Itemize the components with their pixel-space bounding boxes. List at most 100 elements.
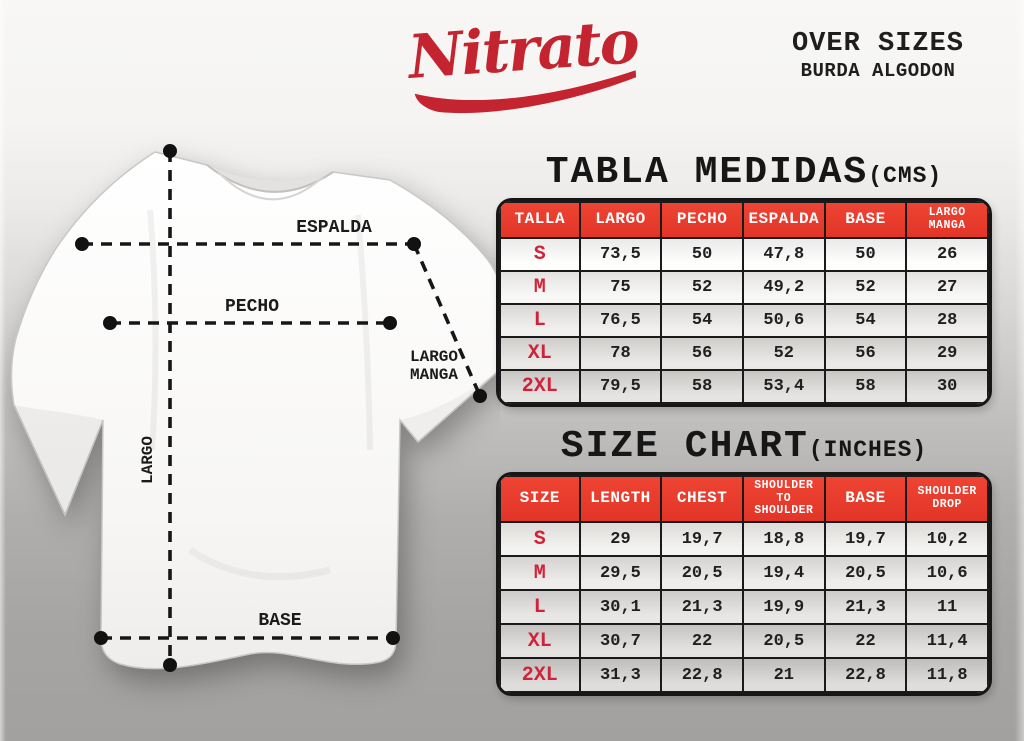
value-cell: 20,5 — [823, 555, 908, 591]
size-cell: L — [499, 303, 581, 338]
tabla-medidas-frame: TALLA LARGO PECHO ESPALDA BASE LARGO MANGA S 73… — [496, 198, 992, 407]
table-row: 2XL 31,3 22,8 21 22,8 11,8 — [499, 657, 989, 693]
value-cell: 21,3 — [660, 589, 744, 625]
size-cell: M — [499, 555, 581, 591]
value-cell: 50 — [660, 237, 744, 272]
largo-manga-label-line2: MANGA — [410, 366, 458, 384]
value-cell: 19,7 — [823, 521, 908, 557]
value-cell: 79,5 — [578, 369, 663, 404]
value-cell: 19,9 — [741, 589, 826, 625]
size-cell: S — [499, 237, 581, 272]
value-cell: 22,8 — [660, 657, 744, 693]
value-cell: 19,7 — [660, 521, 744, 557]
size-cell: XL — [499, 623, 581, 659]
header-row: TALLA LARGO PECHO ESPALDA BASE LARGO MANGA — [499, 201, 989, 239]
tshirt-shape — [10, 151, 500, 670]
value-cell: 56 — [660, 336, 744, 371]
tabla-medidas-unit: (CMS) — [868, 163, 943, 189]
largo-manga-label-line1: LARGO — [410, 348, 458, 366]
value-cell: 20,5 — [741, 623, 826, 659]
column-header: TALLA — [499, 201, 581, 239]
value-cell: 22 — [660, 623, 744, 659]
column-header: SHOULDER DROP — [905, 475, 989, 523]
value-cell: 73,5 — [578, 237, 663, 272]
tabla-medidas-table: TALLA LARGO PECHO ESPALDA BASE LARGO MANGA S 73… — [499, 201, 989, 404]
column-header: ESPALDA — [741, 201, 826, 239]
value-cell: 54 — [823, 303, 908, 338]
table-row: L 76,5 54 50,6 54 28 — [499, 303, 989, 338]
size-chart-table: SIZE LENGTH CHEST SHOULDER TO SHOULDER BASE S… — [499, 475, 989, 693]
measurement-lines — [82, 151, 482, 665]
value-cell: 78 — [578, 336, 663, 371]
table-row: S 73,5 50 47,8 50 26 — [499, 237, 989, 272]
measurement-dots — [75, 144, 487, 672]
espalda-label: ESPALDA — [296, 218, 372, 238]
base-label: BASE — [258, 611, 301, 631]
tabla-medidas-title: TABLA MEDIDAS (CMS) — [496, 154, 992, 196]
pecho-label: PECHO — [225, 297, 279, 317]
logo-underline-swoosh — [414, 70, 637, 114]
value-cell: 20,5 — [660, 555, 744, 591]
header-row: SIZE LENGTH CHEST SHOULDER TO SHOULDER BASE S… — [499, 475, 989, 523]
column-header: SHOULDER TO SHOULDER — [741, 475, 826, 523]
table-row: L 30,1 21,3 19,9 21,3 11 — [499, 589, 989, 625]
value-cell: 31,3 — [578, 657, 663, 693]
value-cell: 47,8 — [741, 237, 826, 272]
largo-label: LARGO — [139, 436, 157, 484]
value-cell: 27 — [905, 270, 989, 305]
size-cell: L — [499, 589, 581, 625]
tabla-medidas-title-text: TABLA MEDIDAS — [545, 151, 869, 194]
tabla-medidas-section: TABLA MEDIDAS (CMS) TALLA LARGO PECHO ESPALD… — [496, 154, 992, 407]
value-cell: 18,8 — [741, 521, 826, 557]
size-cell: XL — [499, 336, 581, 371]
value-cell: 28 — [905, 303, 989, 338]
column-header: LARGO — [578, 201, 663, 239]
value-cell: 11,8 — [905, 657, 989, 693]
brand-logo-text: Nitrato — [405, 7, 640, 93]
size-cell: 2XL — [499, 657, 581, 693]
value-cell: 11,4 — [905, 623, 989, 659]
column-header: LENGTH — [578, 475, 663, 523]
value-cell: 10,2 — [905, 521, 989, 557]
value-cell: 30,1 — [578, 589, 663, 625]
value-cell: 58 — [823, 369, 908, 404]
tshirt-measurement-diagram: ESPALDA PECHO LARGO MANGA LARGO BASE — [10, 144, 500, 672]
value-cell: 58 — [660, 369, 744, 404]
table-row: S 29 19,7 18,8 19,7 10,2 — [499, 521, 989, 557]
value-cell: 10,6 — [905, 555, 989, 591]
value-cell: 52 — [660, 270, 744, 305]
size-chart-unit: (INCHES) — [808, 437, 928, 463]
table-row: 2XL 79,5 58 53,4 58 30 — [499, 369, 989, 404]
value-cell: 50 — [823, 237, 908, 272]
value-cell: 29,5 — [578, 555, 663, 591]
value-cell: 53,4 — [741, 369, 826, 404]
value-cell: 30,7 — [578, 623, 663, 659]
column-header: LARGO MANGA — [905, 201, 989, 239]
value-cell: 52 — [741, 336, 826, 371]
column-header: PECHO — [660, 201, 744, 239]
column-header: BASE — [823, 475, 908, 523]
header-tagline: OVER SIZES BURDA ALGODON — [770, 29, 986, 83]
column-header: CHEST — [660, 475, 744, 523]
value-cell: 54 — [660, 303, 744, 338]
size-chart-frame: SIZE LENGTH CHEST SHOULDER TO SHOULDER BASE S… — [496, 472, 992, 696]
value-cell: 52 — [823, 270, 908, 305]
column-header: SIZE — [499, 475, 581, 523]
size-cell: S — [499, 521, 581, 557]
value-cell: 26 — [905, 237, 989, 272]
table-row: M 75 52 49,2 52 27 — [499, 270, 989, 305]
size-chart-title-text: SIZE CHART — [560, 425, 809, 468]
value-cell: 21,3 — [823, 589, 908, 625]
largo-manga-line — [412, 243, 482, 397]
collar-shadow — [207, 165, 333, 192]
brand-logo: Nitrato — [401, 7, 647, 119]
table-row: XL 78 56 52 56 29 — [499, 336, 989, 371]
column-header: BASE — [823, 201, 908, 239]
value-cell: 50,6 — [741, 303, 826, 338]
table-row: M 29,5 20,5 19,4 20,5 10,6 — [499, 555, 989, 591]
value-cell: 75 — [578, 270, 663, 305]
value-cell: 11 — [905, 589, 989, 625]
value-cell: 19,4 — [741, 555, 826, 591]
value-cell: 22,8 — [823, 657, 908, 693]
